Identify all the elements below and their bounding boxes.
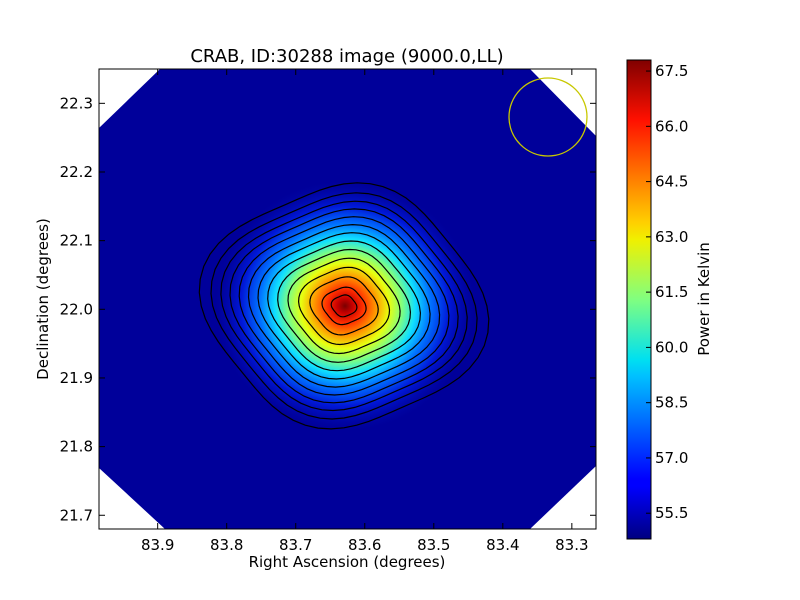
contour-line	[287, 257, 401, 355]
x-tick-label: 83.8	[210, 536, 243, 554]
colorbar-tick-label: 63.0	[655, 228, 688, 246]
colorbar-tick-label: 55.5	[655, 504, 688, 522]
x-tick-label: 83.5	[417, 536, 450, 554]
colorbar-tick-label: 61.5	[655, 283, 688, 301]
colorbar-tick-label: 57.0	[655, 449, 688, 467]
x-axis-label: Right Ascension (degrees)	[249, 553, 446, 571]
x-tick-label: 83.4	[486, 536, 519, 554]
y-axis: 21.7 21.8 21.9 22.0 22.1 22.2 22.3	[60, 94, 596, 524]
x-axis: 83.9 83.8 83.7 83.6 83.5 83.4 83.3	[141, 69, 589, 554]
colorbar-ticks: 55.5 57.0 58.5 60.0 61.5 63.0 64.5 66.0 67.5	[646, 62, 688, 522]
x-tick-label: 83.3	[555, 536, 588, 554]
contour-line	[309, 276, 379, 336]
contour-line	[210, 192, 478, 420]
colorbar	[626, 59, 652, 540]
plot-area	[99, 69, 596, 529]
colorbar-tick-label: 66.0	[655, 117, 688, 135]
contour-line	[297, 266, 391, 346]
x-tick-label: 83.6	[348, 536, 381, 554]
x-tick-label: 83.9	[141, 536, 174, 554]
y-tick-label: 22.2	[60, 163, 93, 181]
contour-line	[277, 248, 412, 363]
contour-line	[321, 286, 367, 326]
colorbar-tick-label: 60.0	[655, 338, 688, 356]
y-tick-label: 22.0	[60, 300, 93, 318]
contour-lines	[198, 182, 490, 430]
colorbar-tick-label: 67.5	[655, 62, 688, 80]
contour-line	[257, 232, 431, 380]
contour-line	[330, 294, 358, 318]
y-axis-label: Declination (degrees)	[34, 218, 52, 380]
contour-line	[198, 182, 490, 430]
x-tick-label: 83.7	[279, 536, 312, 554]
plot-frame	[98, 68, 597, 530]
chart-title: CRAB, ID:30288 image (9000.0,LL)	[190, 46, 503, 67]
contour-line	[220, 200, 468, 412]
y-tick-label: 22.3	[60, 94, 93, 112]
contour-line	[247, 223, 441, 388]
colorbar-tick-label: 64.5	[655, 173, 688, 191]
colorbar-label: Power in Kelvin	[695, 242, 713, 356]
contour-line	[229, 208, 459, 404]
y-tick-label: 21.8	[60, 438, 93, 456]
beam-circle	[508, 77, 588, 157]
contour-line	[238, 216, 450, 396]
contour-line	[267, 240, 422, 372]
y-tick-label: 21.9	[60, 369, 93, 387]
colorbar-tick-label: 58.5	[655, 394, 688, 412]
y-tick-label: 21.7	[60, 506, 93, 524]
y-tick-label: 22.1	[60, 232, 93, 250]
